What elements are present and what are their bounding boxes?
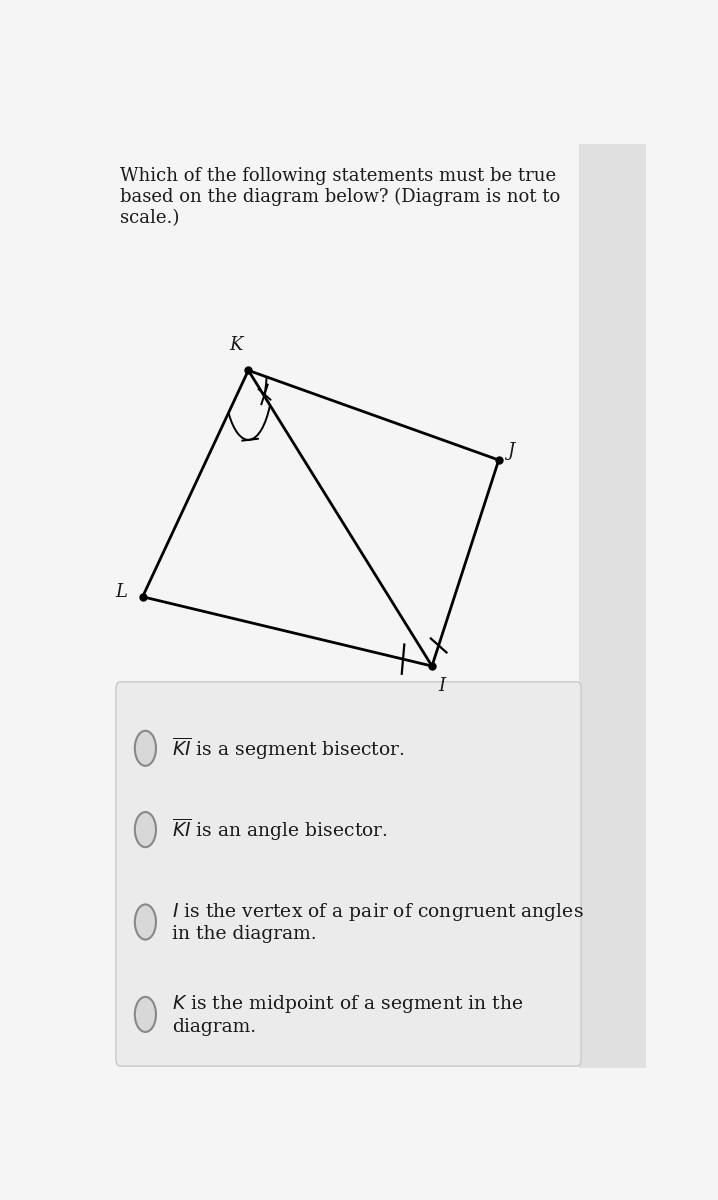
Text: $\overline{KI}$ is a segment bisector.: $\overline{KI}$ is a segment bisector. — [172, 734, 405, 762]
Circle shape — [135, 905, 156, 940]
Text: J: J — [508, 442, 515, 460]
Bar — [579, 144, 646, 1068]
Text: K: K — [229, 336, 243, 354]
Circle shape — [135, 812, 156, 847]
Text: $I$ is the vertex of a pair of congruent angles
in the diagram.: $I$ is the vertex of a pair of congruent… — [172, 901, 584, 943]
Circle shape — [135, 997, 156, 1032]
Text: L: L — [116, 583, 128, 601]
Text: Which of the following statements must be true
based on the diagram below? (Diag: Which of the following statements must b… — [121, 167, 561, 227]
FancyBboxPatch shape — [116, 682, 581, 1066]
Text: $\overline{KI}$ is an angle bisector.: $\overline{KI}$ is an angle bisector. — [172, 816, 388, 842]
Text: I: I — [439, 677, 446, 695]
Text: $K$ is the midpoint of a segment in the
diagram.: $K$ is the midpoint of a segment in the … — [172, 994, 523, 1036]
Circle shape — [135, 731, 156, 766]
